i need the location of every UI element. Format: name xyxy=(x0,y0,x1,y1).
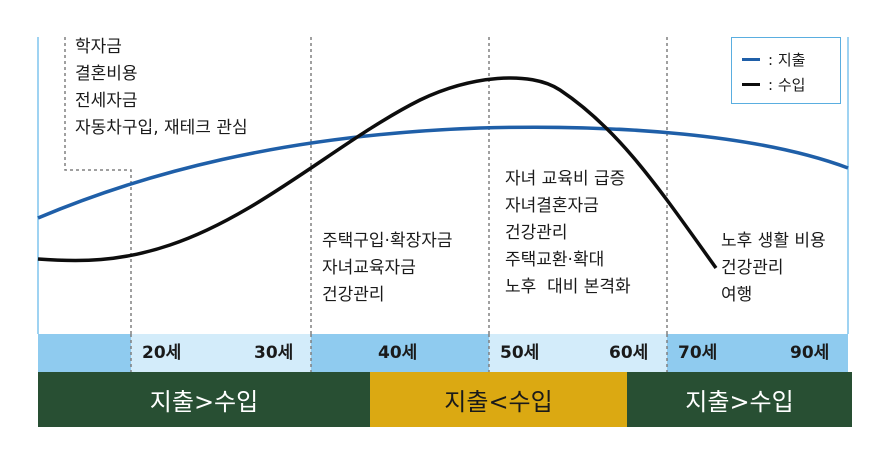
stage-2-text: 주택구입·확장자금 자녀교육자금 건강관리 xyxy=(322,228,453,309)
legend-income: : 수입 xyxy=(742,74,805,94)
stage-1-line-1: 학자금 xyxy=(75,37,122,57)
legend-expense: : 지출 xyxy=(742,49,805,69)
expense-line xyxy=(37,125,849,220)
age-label-90: 90세 xyxy=(790,343,830,363)
age-label-60: 60세 xyxy=(609,343,649,363)
stage-2-line-1: 주택구입·확장자금 xyxy=(322,231,453,251)
stage-4-line-3: 여행 xyxy=(721,285,753,305)
band-income-greater: 지출<수입 xyxy=(370,372,627,427)
stage-1-line-3: 전세자금 xyxy=(75,91,138,111)
divider-1 xyxy=(64,37,132,372)
stage-1-line-4: 자동차구입, 재테크 관심 xyxy=(75,118,248,138)
age-label-70: 70세 xyxy=(678,343,718,363)
stage-3-line-5: 노후 대비 본격화 xyxy=(505,277,631,297)
stage-3-line-4: 주택교환·확대 xyxy=(505,250,605,270)
legend-income-swatch xyxy=(742,82,760,86)
stage-1-text: 학자금 결혼비용 전세자금 자동차구입, 재테크 관심 xyxy=(75,34,248,142)
stage-3-line-1: 자녀 교육비 급증 xyxy=(505,169,626,189)
stage-3-line-2: 자녀결혼자금 xyxy=(505,196,599,216)
stage-1-line-2: 결혼비용 xyxy=(75,64,138,84)
income-line xyxy=(37,76,718,270)
age-strip-5 xyxy=(667,334,848,372)
age-label-30: 30세 xyxy=(254,343,294,363)
age-label-20: 20세 xyxy=(142,343,182,363)
legend-expense-swatch xyxy=(742,57,760,61)
stage-2-line-3: 건강관리 xyxy=(322,285,385,305)
stage-4-text: 노후 생활 비용 건강관리 여행 xyxy=(721,228,826,309)
legend: : 지출 : 수입 xyxy=(731,37,841,104)
age-strip-2 xyxy=(131,334,311,372)
stage-4-line-2: 건강관리 xyxy=(721,258,784,278)
stage-2-line-2: 자녀교육자금 xyxy=(322,258,416,278)
legend-income-label: : 수입 xyxy=(768,75,806,94)
stage-4-line-1: 노후 생활 비용 xyxy=(721,231,826,251)
age-strip-1 xyxy=(38,334,131,372)
age-strip-3 xyxy=(311,334,489,372)
band-2-label: 지출<수입 xyxy=(444,388,553,416)
band-3-label: 지출>수입 xyxy=(685,388,794,416)
age-label-40: 40세 xyxy=(378,343,418,363)
age-label-50: 50세 xyxy=(500,343,540,363)
legend-expense-label: : 지출 xyxy=(768,50,806,69)
band-expense-greater-2: 지출>수입 xyxy=(627,372,852,427)
age-strip-4 xyxy=(489,334,667,372)
band-1-label: 지출>수입 xyxy=(149,388,259,416)
stage-3-text: 자녀 교육비 급증 자녀결혼자금 건강관리 주택교환·확대 노후 대비 본격화 xyxy=(505,166,631,301)
stage-3-line-3: 건강관리 xyxy=(505,223,568,243)
band-expense-greater-1: 지출>수입 xyxy=(38,372,370,427)
